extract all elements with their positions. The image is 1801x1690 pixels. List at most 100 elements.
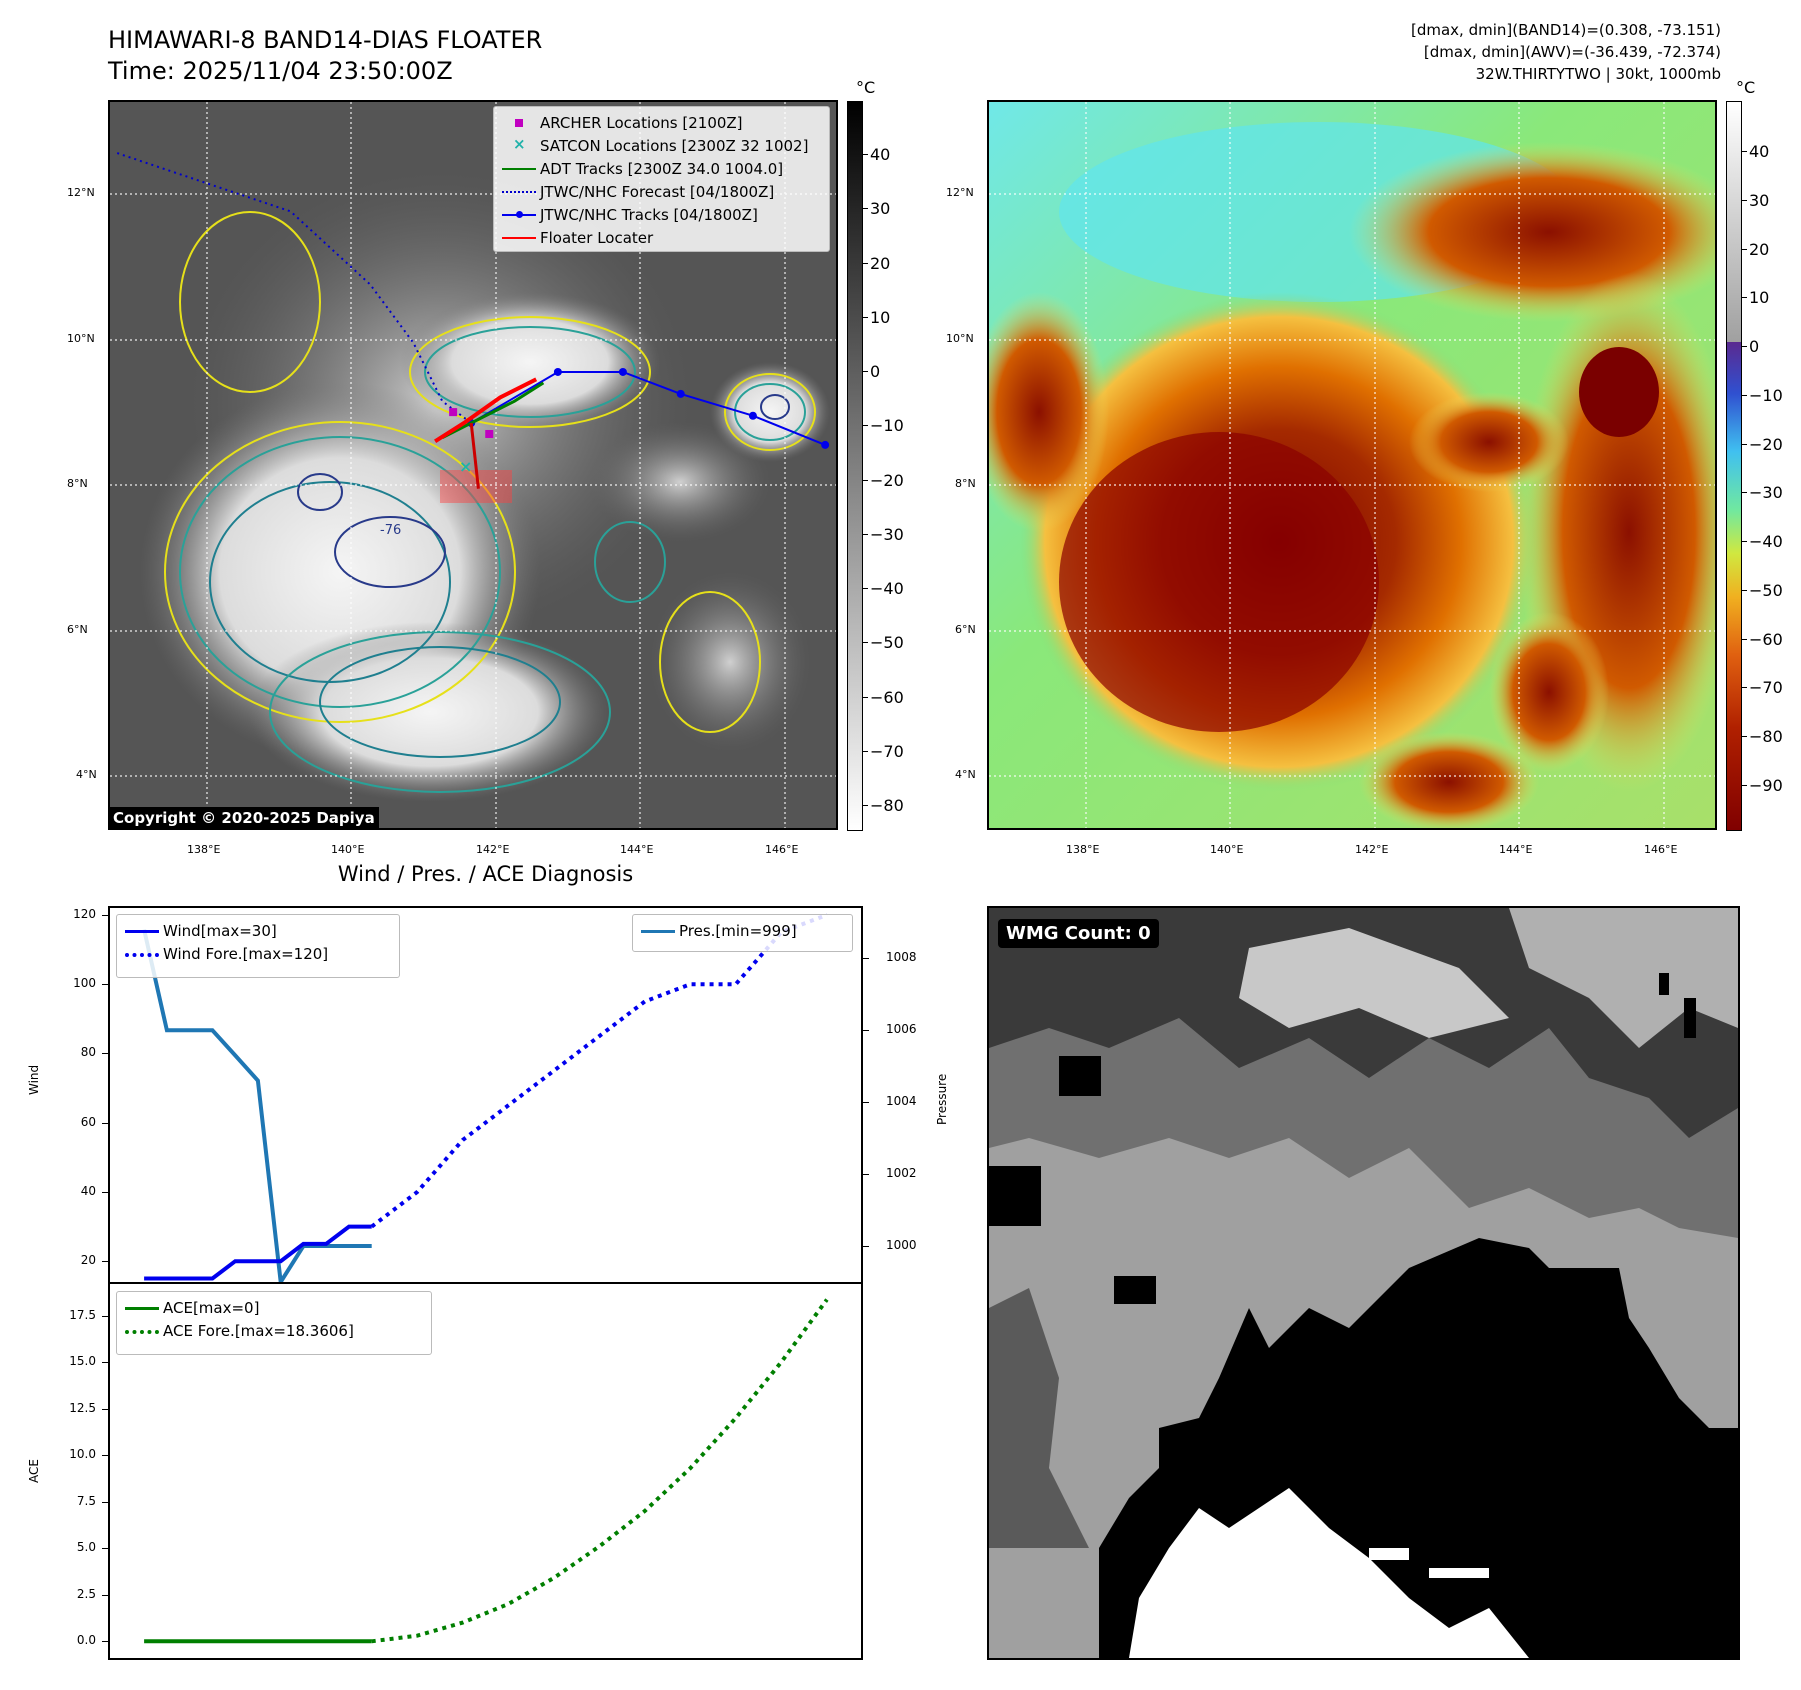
left-colorbar-tick-mark [863,479,868,481]
left-colorbar-tick-mark [863,642,868,644]
right-lat-label-12n: 12°N [946,186,974,199]
figure-time: Time: 2025/11/04 23:50:00Z [108,57,453,85]
pressure-tick-label: 1006 [886,1022,917,1037]
wind-tick-label: 80 [80,1045,96,1060]
ace-tick-label: 17.5 [69,1307,96,1322]
jtwc-forecast-line [116,152,472,424]
jtwc-track-point [618,367,627,376]
right-colorbar-tick-label: −60 [1749,629,1783,649]
series-line [371,1298,829,1644]
legend-item-archer: ARCHER Locations [2100Z] [500,111,823,134]
left-colorbar-tick-mark [863,533,868,535]
ace-tick-mark [102,1548,108,1550]
right-colorbar-tick-mark [1742,297,1747,299]
left-colorbar-tick-label: −30 [870,524,904,544]
right-lon-label-144e: 144°E [1499,843,1533,856]
right-colorbar-tick-label: −50 [1749,580,1783,600]
right-colorbar-tick-mark [1742,394,1747,396]
wmg-count-label: WMG Count: 0 [998,919,1159,948]
left-colorbar-tick-mark [863,154,868,155]
right-colorbar-tick-mark [1742,443,1747,445]
lat-label-10n: 10°N [67,332,95,345]
right-colorbar-tick-mark [1742,151,1747,152]
right-colorbar-tick-label: 10 [1749,288,1770,308]
pressure-tick-mark [863,1102,869,1104]
left-colorbar-tick-label: −50 [870,633,904,653]
ace-tick-mark [102,1594,108,1596]
right-colorbar-tick-mark [1742,687,1747,689]
right-colorbar-tick-label: 0 [1749,337,1760,357]
jtwc-track-point [676,389,685,398]
legend-item-wind: Wind[max=30] [123,919,393,942]
left-colorbar-tick-mark [863,371,868,372]
jtwc-track-point [748,411,757,420]
right-colorbar-tick-mark [1742,589,1747,591]
satcon-x-icon: × [513,134,526,153]
awv-map-panel [987,100,1717,830]
wind-tick-label: 40 [80,1183,96,1198]
right-colorbar-tick-label: −40 [1749,532,1783,552]
ace-tick-label: 0.0 [76,1633,96,1648]
ace-axis-label: ACE [27,1459,41,1483]
right-lat-label-10n: 10°N [946,332,974,345]
wind-tick-mark [102,1261,108,1263]
left-colorbar-tick-mark [863,750,868,752]
series-line [370,913,828,1229]
right-colorbar [1726,101,1742,831]
awv-map-image [989,102,1715,828]
wmg-image [989,908,1738,1658]
left-colorbar-tick-mark [863,208,868,210]
ace-tick-label: 15.0 [69,1354,96,1369]
wind-axis-label: Wind [27,1064,41,1095]
right-colorbar-tick-mark [1742,248,1747,250]
ace-dotted-icon [123,1324,163,1338]
track-line-dot-icon [500,208,540,222]
pressure-line-icon [639,924,679,938]
right-colorbar-tick-mark [1742,638,1747,640]
legend-item-adt: ADT Tracks [2300Z 34.0 1004.0] [500,157,823,180]
right-colorbar-tick-label: 40 [1749,142,1770,161]
ace-tick-mark [102,1362,108,1364]
ace-tick-label: 2.5 [76,1586,96,1601]
wind-tick-mark [102,914,108,916]
pressure-tick-mark [863,1174,869,1176]
wind-pressure-plot [142,913,828,1282]
right-colorbar-tick-label: −20 [1749,434,1783,454]
legend-item-satcon: × SATCON Locations [2300Z 32 1002] [500,134,823,157]
ace-tick-label: 7.5 [76,1493,96,1508]
info-band14: [dmax, dmin](BAND14)=(0.308, -73.151) [1410,21,1721,39]
left-colorbar-tick-mark [863,588,868,589]
right-lat-label-4n: 4°N [955,768,976,781]
figure-title: HIMAWARI-8 BAND14-DIAS FLOATER [108,26,543,54]
legend-item-pressure: Pres.[min=999] [639,919,846,942]
wind-tick-mark [102,1122,108,1124]
ace-tick-mark [102,1408,108,1410]
right-lon-label-140e: 140°E [1210,843,1244,856]
wind-tick-label: 100 [73,976,96,991]
ace-line-icon [123,1301,163,1315]
left-colorbar [847,101,863,831]
pressure-legend: Pres.[min=999] [632,914,853,952]
right-colorbar-tick-mark [1742,199,1747,201]
adt-track-line [441,381,545,439]
pressure-tick-mark [863,958,869,960]
left-colorbar-tick-mark [863,316,868,318]
right-lon-label-146e: 146°E [1644,843,1678,856]
left-colorbar-tick-mark [863,262,868,264]
wind-tick-label: 60 [80,1114,96,1129]
left-colorbar-tick-label: 30 [870,199,891,219]
right-lon-label-142e: 142°E [1355,843,1389,856]
right-colorbar-unit: °C [1736,78,1756,97]
pressure-tick-label: 1008 [886,950,917,965]
ace-legend: ACE[max=0] ACE Fore.[max=18.3606] [116,1291,432,1355]
left-colorbar-tick-label: −70 [870,741,904,761]
right-lat-label-8n: 8°N [955,477,976,490]
left-colorbar-tick-label: −60 [870,687,904,707]
legend-item-wind-forecast: Wind Fore.[max=120] [123,942,393,965]
archer-point [485,429,494,438]
right-colorbar-tick-mark [1742,785,1747,786]
left-colorbar-unit: °C [856,78,876,97]
pressure-tick-label: 1004 [886,1094,917,1109]
track-layer: × [116,152,830,489]
right-colorbar-tick-label: 20 [1749,239,1770,259]
